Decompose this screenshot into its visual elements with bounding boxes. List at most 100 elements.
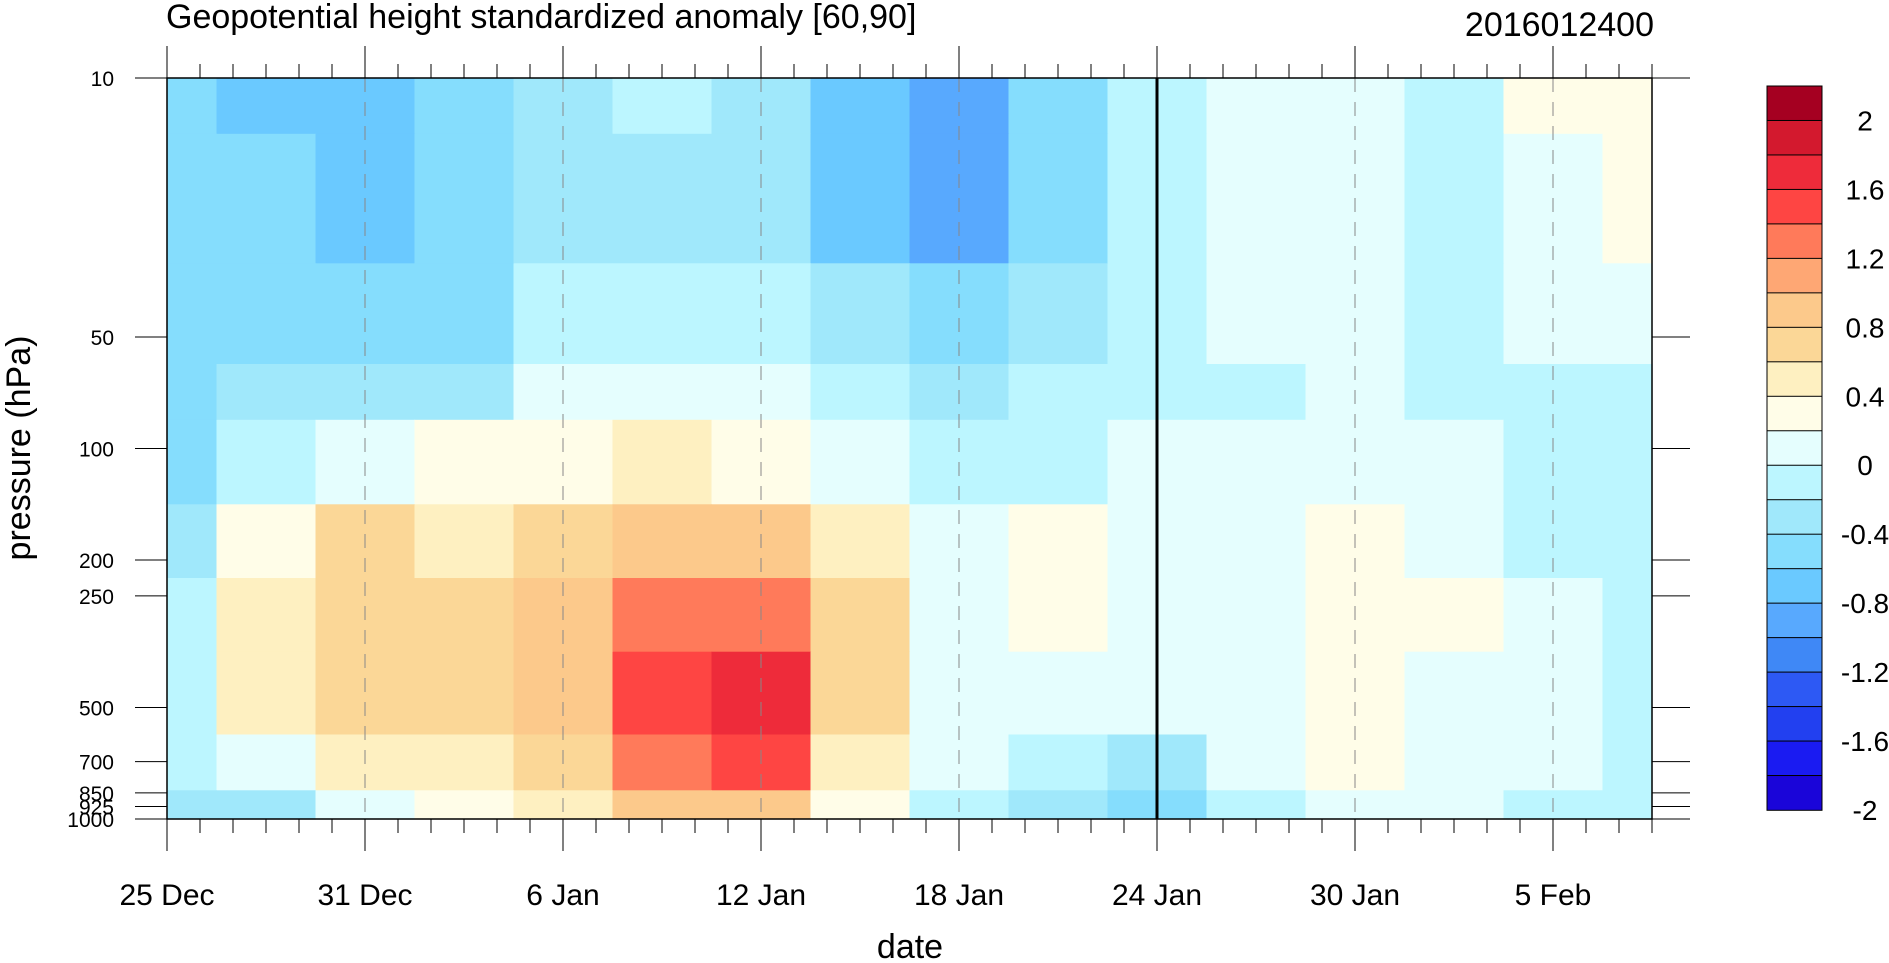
anomaly-cell	[1404, 651, 1505, 736]
anomaly-cell	[216, 578, 317, 653]
y-tick-label: 10	[91, 68, 114, 91]
colorbar-swatch	[1766, 568, 1823, 604]
y-tick-label: 50	[91, 327, 114, 350]
colorbar-swatch	[1766, 637, 1823, 673]
anomaly-cell	[167, 504, 218, 579]
colorbar-swatch	[1766, 775, 1823, 811]
anomaly-cell	[1602, 133, 1653, 264]
colorbar-label: -1.6	[1841, 726, 1889, 757]
y-tick-label: 100	[79, 439, 114, 462]
colorbar-swatch	[1766, 430, 1823, 467]
x-tick-label: 30 Jan	[1310, 879, 1400, 912]
anomaly-cell	[1404, 419, 1505, 505]
x-tick-label: 25 Dec	[119, 879, 214, 912]
anomaly-cell	[1602, 504, 1653, 579]
colorbar-swatch	[1766, 706, 1823, 742]
anomaly-cell	[1206, 790, 1307, 820]
anomaly-cell	[1206, 504, 1307, 579]
colorbar-label: 1.6	[1846, 174, 1885, 205]
colorbar-swatch	[1766, 257, 1823, 294]
anomaly-cell	[414, 78, 515, 135]
anomaly-cell	[216, 364, 317, 421]
anomaly-cell	[414, 263, 515, 365]
anomaly-cell	[612, 78, 713, 135]
anomaly-cell	[1206, 578, 1307, 653]
colorbar-swatch	[1766, 499, 1823, 535]
colorbar-swatch	[1766, 188, 1823, 225]
x-tick-label: 5 Feb	[1515, 879, 1592, 912]
x-tick-label: 24 Jan	[1112, 879, 1202, 912]
chart-title: Geopotential height standardized anomaly…	[166, 0, 916, 36]
colorbar-swatch	[1766, 119, 1823, 156]
anomaly-cell	[1404, 78, 1505, 135]
anomaly-cell	[216, 78, 317, 135]
colorbar-label: 2	[1857, 105, 1873, 136]
anomaly-cell	[612, 419, 713, 505]
x-tick-label: 31 Dec	[317, 879, 412, 912]
anomaly-cell	[414, 790, 515, 820]
y-tick-label: 925	[79, 796, 114, 819]
anomaly-cell	[216, 734, 317, 791]
anomaly-cell	[1602, 790, 1653, 820]
y-axis-label: pressure (hPa)	[0, 336, 38, 561]
chart-timestamp: 2016012400	[1465, 6, 1654, 44]
anomaly-cell	[1008, 133, 1109, 264]
anomaly-cell	[612, 651, 713, 736]
x-tick-label: 12 Jan	[716, 879, 806, 912]
anomaly-cell	[1206, 78, 1307, 135]
x-tick-label: 6 Jan	[526, 879, 599, 912]
anomaly-cell	[414, 364, 515, 421]
anomaly-cell	[1008, 263, 1109, 365]
y-tick-label: 850	[79, 783, 114, 806]
x-tick-label: 18 Jan	[914, 879, 1004, 912]
anomaly-cell	[1008, 78, 1109, 135]
colorbar-label: -2	[1853, 795, 1878, 826]
anomaly-cell	[167, 578, 218, 653]
anomaly-cell	[1008, 651, 1109, 736]
colorbar-label: 0.4	[1846, 381, 1885, 412]
anomaly-cell	[810, 734, 911, 791]
anomaly-cell	[612, 578, 713, 653]
anomaly-cell	[1206, 133, 1307, 264]
anomaly-cell	[1602, 263, 1653, 365]
anomaly-cell	[1602, 734, 1653, 791]
anomaly-cell	[1008, 790, 1109, 820]
anomaly-cell	[1206, 734, 1307, 791]
anomaly-cell	[1008, 734, 1109, 791]
anomaly-cell	[612, 133, 713, 264]
anomaly-cell	[414, 504, 515, 579]
anomaly-cell	[216, 419, 317, 505]
colorbar-label: 0.8	[1846, 312, 1885, 343]
colorbar-swatch	[1766, 292, 1823, 329]
anomaly-cell	[810, 419, 911, 505]
colorbar-swatch	[1766, 671, 1823, 708]
anomaly-cell	[1404, 133, 1505, 264]
anomaly-cell	[414, 651, 515, 736]
anomaly-cell	[216, 651, 317, 736]
colorbar-label: 1.2	[1846, 243, 1885, 274]
anomaly-cell	[1206, 364, 1307, 421]
anomaly-cell	[1206, 263, 1307, 365]
colorbar-swatch	[1766, 602, 1823, 639]
y-tick-label: 1000	[67, 809, 114, 832]
anomaly-cell	[1008, 419, 1109, 505]
anomaly-cell	[1404, 504, 1505, 579]
anomaly-cell	[1602, 419, 1653, 505]
colorbar-swatch	[1766, 740, 1823, 777]
colorbar-swatch	[1766, 85, 1823, 122]
anomaly-cell	[810, 790, 911, 820]
anomaly-cell	[414, 578, 515, 653]
anomaly-cell	[810, 651, 911, 736]
colorbar: 2 1.6 1.2 0.8 0.4 0 -0.4 -0.8 -1.2 -1.6 -2	[1766, 85, 1889, 826]
anomaly-cell	[167, 364, 218, 421]
colorbar-swatch	[1766, 361, 1823, 398]
anomaly-cell	[810, 263, 911, 365]
anomaly-cell	[167, 734, 218, 791]
anomaly-cell	[612, 504, 713, 579]
anomaly-cell	[216, 790, 317, 820]
colorbar-swatch	[1766, 154, 1823, 191]
colorbar-swatch	[1766, 326, 1823, 363]
plot-cells	[167, 78, 1653, 820]
